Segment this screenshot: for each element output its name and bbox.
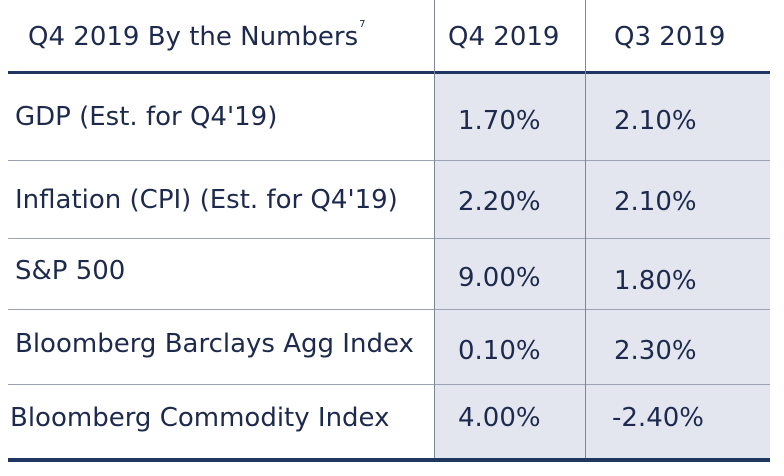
row-value-q3: 2.10% xyxy=(614,106,697,136)
header-col-q4: Q4 2019 xyxy=(448,22,560,52)
header-title: Q4 2019 By the Numbers7 xyxy=(28,0,366,74)
table-row: Bloomberg Commodity Index 4.00% -2.40% xyxy=(8,385,770,458)
row-label: Inflation (CPI) (Est. for Q4'19) xyxy=(15,185,398,215)
values-shading xyxy=(435,74,770,458)
row-label: Bloomberg Barclays Agg Index xyxy=(15,329,414,359)
header-title-text: Q4 2019 By the Numbers xyxy=(28,22,359,52)
row-value-q4: 0.10% xyxy=(458,336,541,366)
bottom-rule xyxy=(8,458,770,462)
row-label: Bloomberg Commodity Index xyxy=(10,403,390,433)
row-value-q3: 2.30% xyxy=(614,336,697,366)
row-value-q4: 4.00% xyxy=(458,403,541,433)
row-value-q3: 2.10% xyxy=(614,187,697,217)
row-value-q4: 1.70% xyxy=(458,106,541,136)
row-value-q3: -2.40% xyxy=(612,403,704,433)
numbers-table: Q4 2019 By the Numbers7 Q4 2019 Q3 2019 … xyxy=(8,0,770,464)
row-value-q4: 9.00% xyxy=(458,263,541,293)
table-row: Inflation (CPI) (Est. for Q4'19) 2.20% 2… xyxy=(8,161,770,239)
row-label: S&P 500 xyxy=(15,256,126,286)
header-col-q3: Q3 2019 xyxy=(614,22,726,52)
header-footnote: 7 xyxy=(359,19,366,31)
row-label: GDP (Est. for Q4'19) xyxy=(15,102,278,132)
table-row: GDP (Est. for Q4'19) 1.70% 2.10% xyxy=(8,74,770,161)
table-row: Bloomberg Barclays Agg Index 0.10% 2.30% xyxy=(8,310,770,385)
row-value-q4: 2.20% xyxy=(458,187,541,217)
column-divider xyxy=(585,0,586,458)
table-header: Q4 2019 By the Numbers7 Q4 2019 Q3 2019 xyxy=(8,0,770,74)
table-row: S&P 500 9.00% 1.80% xyxy=(8,239,770,310)
row-value-q3: 1.80% xyxy=(614,266,697,296)
column-divider xyxy=(434,0,435,458)
